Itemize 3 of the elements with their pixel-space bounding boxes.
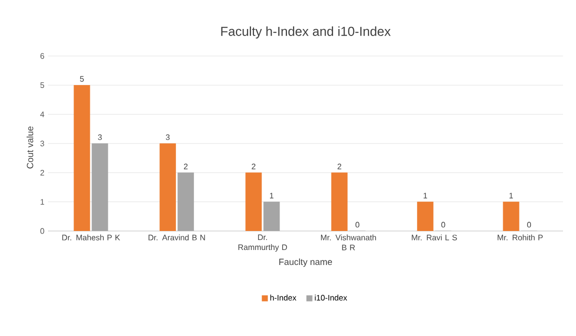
x-axis-title: Fauclty name xyxy=(279,258,332,267)
chart-title: Faculty h-Index and i10-Index xyxy=(221,26,391,39)
y-axis-title: Cout value xyxy=(26,126,34,168)
